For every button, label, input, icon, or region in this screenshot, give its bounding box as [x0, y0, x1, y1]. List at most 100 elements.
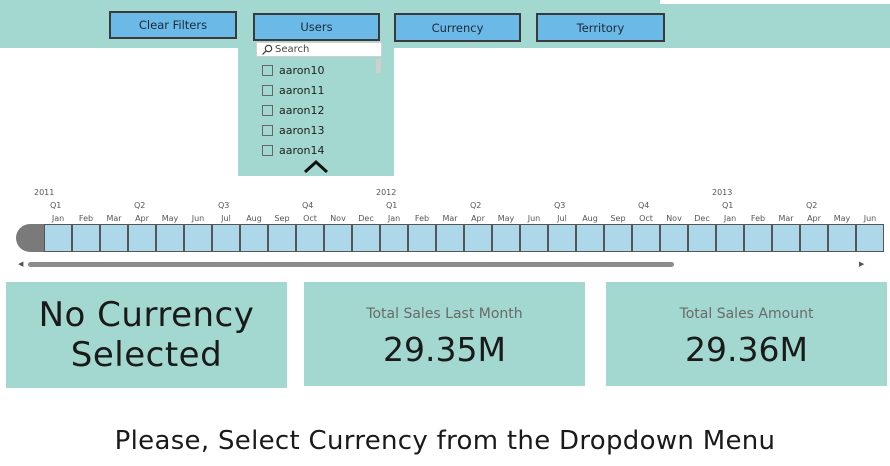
timeline-quarter-label: Q3: [218, 201, 229, 210]
timeline-month-cell[interactable]: [44, 224, 72, 252]
timeline-month-label: May: [156, 214, 184, 223]
users-dropdown: aaron10 aaron11 aaron12 aaron13 aaron14: [238, 41, 394, 176]
timeline-month-label: May: [828, 214, 856, 223]
timeline-month-cell[interactable]: [772, 224, 800, 252]
users-list-scrollbar[interactable]: [376, 59, 381, 73]
timeline-quarter-label: Q2: [134, 201, 145, 210]
timeline-month-label: Mar: [436, 214, 464, 223]
timeline-quarter-label: Q1: [722, 201, 733, 210]
timeline-month-cell[interactable]: [632, 224, 660, 252]
timeline-month-cell[interactable]: [464, 224, 492, 252]
timeline-month-cell[interactable]: [128, 224, 156, 252]
timeline-month-label: Jun: [856, 214, 884, 223]
no-currency-message: No Currency Selected: [27, 295, 267, 375]
timeline-month-label: Dec: [352, 214, 380, 223]
timeline-month-cell[interactable]: [184, 224, 212, 252]
user-item-label: aaron14: [279, 144, 324, 156]
timeline-month-label: Aug: [576, 214, 604, 223]
timeline-month-cell[interactable]: [268, 224, 296, 252]
total-sales-last-month-card: Total Sales Last Month 29.35M: [304, 282, 585, 386]
timeline-month-cell[interactable]: [604, 224, 632, 252]
timeline-start-handle[interactable]: [16, 224, 44, 252]
scroll-left-icon[interactable]: ◀: [18, 260, 23, 268]
timeline-month-label: Jul: [548, 214, 576, 223]
timeline-scroll-thumb[interactable]: [28, 262, 674, 267]
timeline-month-cell[interactable]: [660, 224, 688, 252]
timeline-month-cell[interactable]: [716, 224, 744, 252]
timeline-month-cell[interactable]: [156, 224, 184, 252]
user-list-item[interactable]: aaron13: [262, 121, 380, 141]
timeline-month-label: Mar: [100, 214, 128, 223]
checkbox[interactable]: [262, 85, 273, 96]
currency-filter-button[interactable]: Currency: [394, 13, 521, 42]
total-sales-amount-card: Total Sales Amount 29.36M: [606, 282, 887, 386]
timeline-month-label: Feb: [744, 214, 772, 223]
timeline-month-label: Jan: [380, 214, 408, 223]
timeline-month-label: Dec: [688, 214, 716, 223]
checkbox[interactable]: [262, 145, 273, 156]
search-icon: [261, 44, 273, 56]
timeline-month-cell[interactable]: [212, 224, 240, 252]
timeline-month-label: May: [492, 214, 520, 223]
timeline-month-cell[interactable]: [576, 224, 604, 252]
timeline-month-label: Jan: [44, 214, 72, 223]
checkbox[interactable]: [262, 65, 273, 76]
timeline-month-cell[interactable]: [324, 224, 352, 252]
clear-filters-button[interactable]: Clear Filters: [109, 11, 237, 39]
timeline-month-cell[interactable]: [800, 224, 828, 252]
checkbox[interactable]: [262, 105, 273, 116]
timeline-quarter-label: Q4: [638, 201, 649, 210]
timeline-month-cell[interactable]: [744, 224, 772, 252]
timeline-month-label: Nov: [660, 214, 688, 223]
timeline-month-label: Oct: [296, 214, 324, 223]
timeline-scrollbar[interactable]: ◀ ▶: [16, 260, 870, 270]
timeline-quarter-label: Q4: [302, 201, 313, 210]
users-filter-button[interactable]: Users: [253, 13, 380, 41]
timeline-month-cell[interactable]: [72, 224, 100, 252]
no-currency-card: No Currency Selected: [6, 282, 287, 388]
timeline-month-cell[interactable]: [296, 224, 324, 252]
timeline-month-cell[interactable]: [380, 224, 408, 252]
timeline-month-cell[interactable]: [492, 224, 520, 252]
user-list-item[interactable]: aaron14: [262, 141, 380, 156]
timeline-month-cell[interactable]: [436, 224, 464, 252]
user-item-label: aaron13: [279, 124, 324, 137]
user-item-label: aaron10: [279, 64, 324, 77]
timeline-month-label: Jan: [716, 214, 744, 223]
timeline-month-cell[interactable]: [100, 224, 128, 252]
user-item-label: aaron11: [279, 84, 324, 97]
timeline-month-label: Jun: [520, 214, 548, 223]
timeline-month-label: Feb: [72, 214, 100, 223]
timeline-month-label: Apr: [128, 214, 156, 223]
user-list-item[interactable]: aaron10: [262, 60, 380, 80]
user-list-item[interactable]: aaron12: [262, 100, 380, 120]
timeline-month-cell[interactable]: [828, 224, 856, 252]
timeline-month-cell[interactable]: [688, 224, 716, 252]
timeline-month-cell[interactable]: [520, 224, 548, 252]
timeline-month-cell[interactable]: [408, 224, 436, 252]
timeline-month-cell[interactable]: [856, 224, 884, 252]
timeline-month-cell[interactable]: [240, 224, 268, 252]
timeline-month-label: Apr: [464, 214, 492, 223]
timeline-year-label: 2013: [712, 188, 732, 197]
users-search-input[interactable]: [275, 44, 375, 55]
user-list-item[interactable]: aaron11: [262, 80, 380, 100]
user-item-label: aaron12: [279, 104, 324, 117]
select-currency-message: Please, Select Currency from the Dropdow…: [0, 426, 890, 456]
scroll-right-icon[interactable]: ▶: [859, 260, 864, 268]
timeline-month-label: Aug: [240, 214, 268, 223]
checkbox[interactable]: [262, 125, 273, 136]
chevron-up-icon[interactable]: [302, 159, 330, 175]
timeline-track: [16, 224, 870, 252]
total-sales-last-month-value: 29.35M: [304, 330, 585, 369]
timeline-month-cell[interactable]: [548, 224, 576, 252]
users-search-box[interactable]: [256, 42, 382, 57]
timeline-month-label: Mar: [772, 214, 800, 223]
territory-filter-button[interactable]: Territory: [536, 13, 665, 42]
date-timeline-slicer: ◀ ▶ Jan Feb Mar Apr May Jun Jul Aug Sep Oct Nov Dec…: [16, 186, 870, 272]
timeline-month-label: Apr: [800, 214, 828, 223]
timeline-month-cell[interactable]: [352, 224, 380, 252]
total-sales-last-month-title: Total Sales Last Month: [304, 306, 585, 322]
timeline-year-label: 2011: [34, 188, 54, 197]
